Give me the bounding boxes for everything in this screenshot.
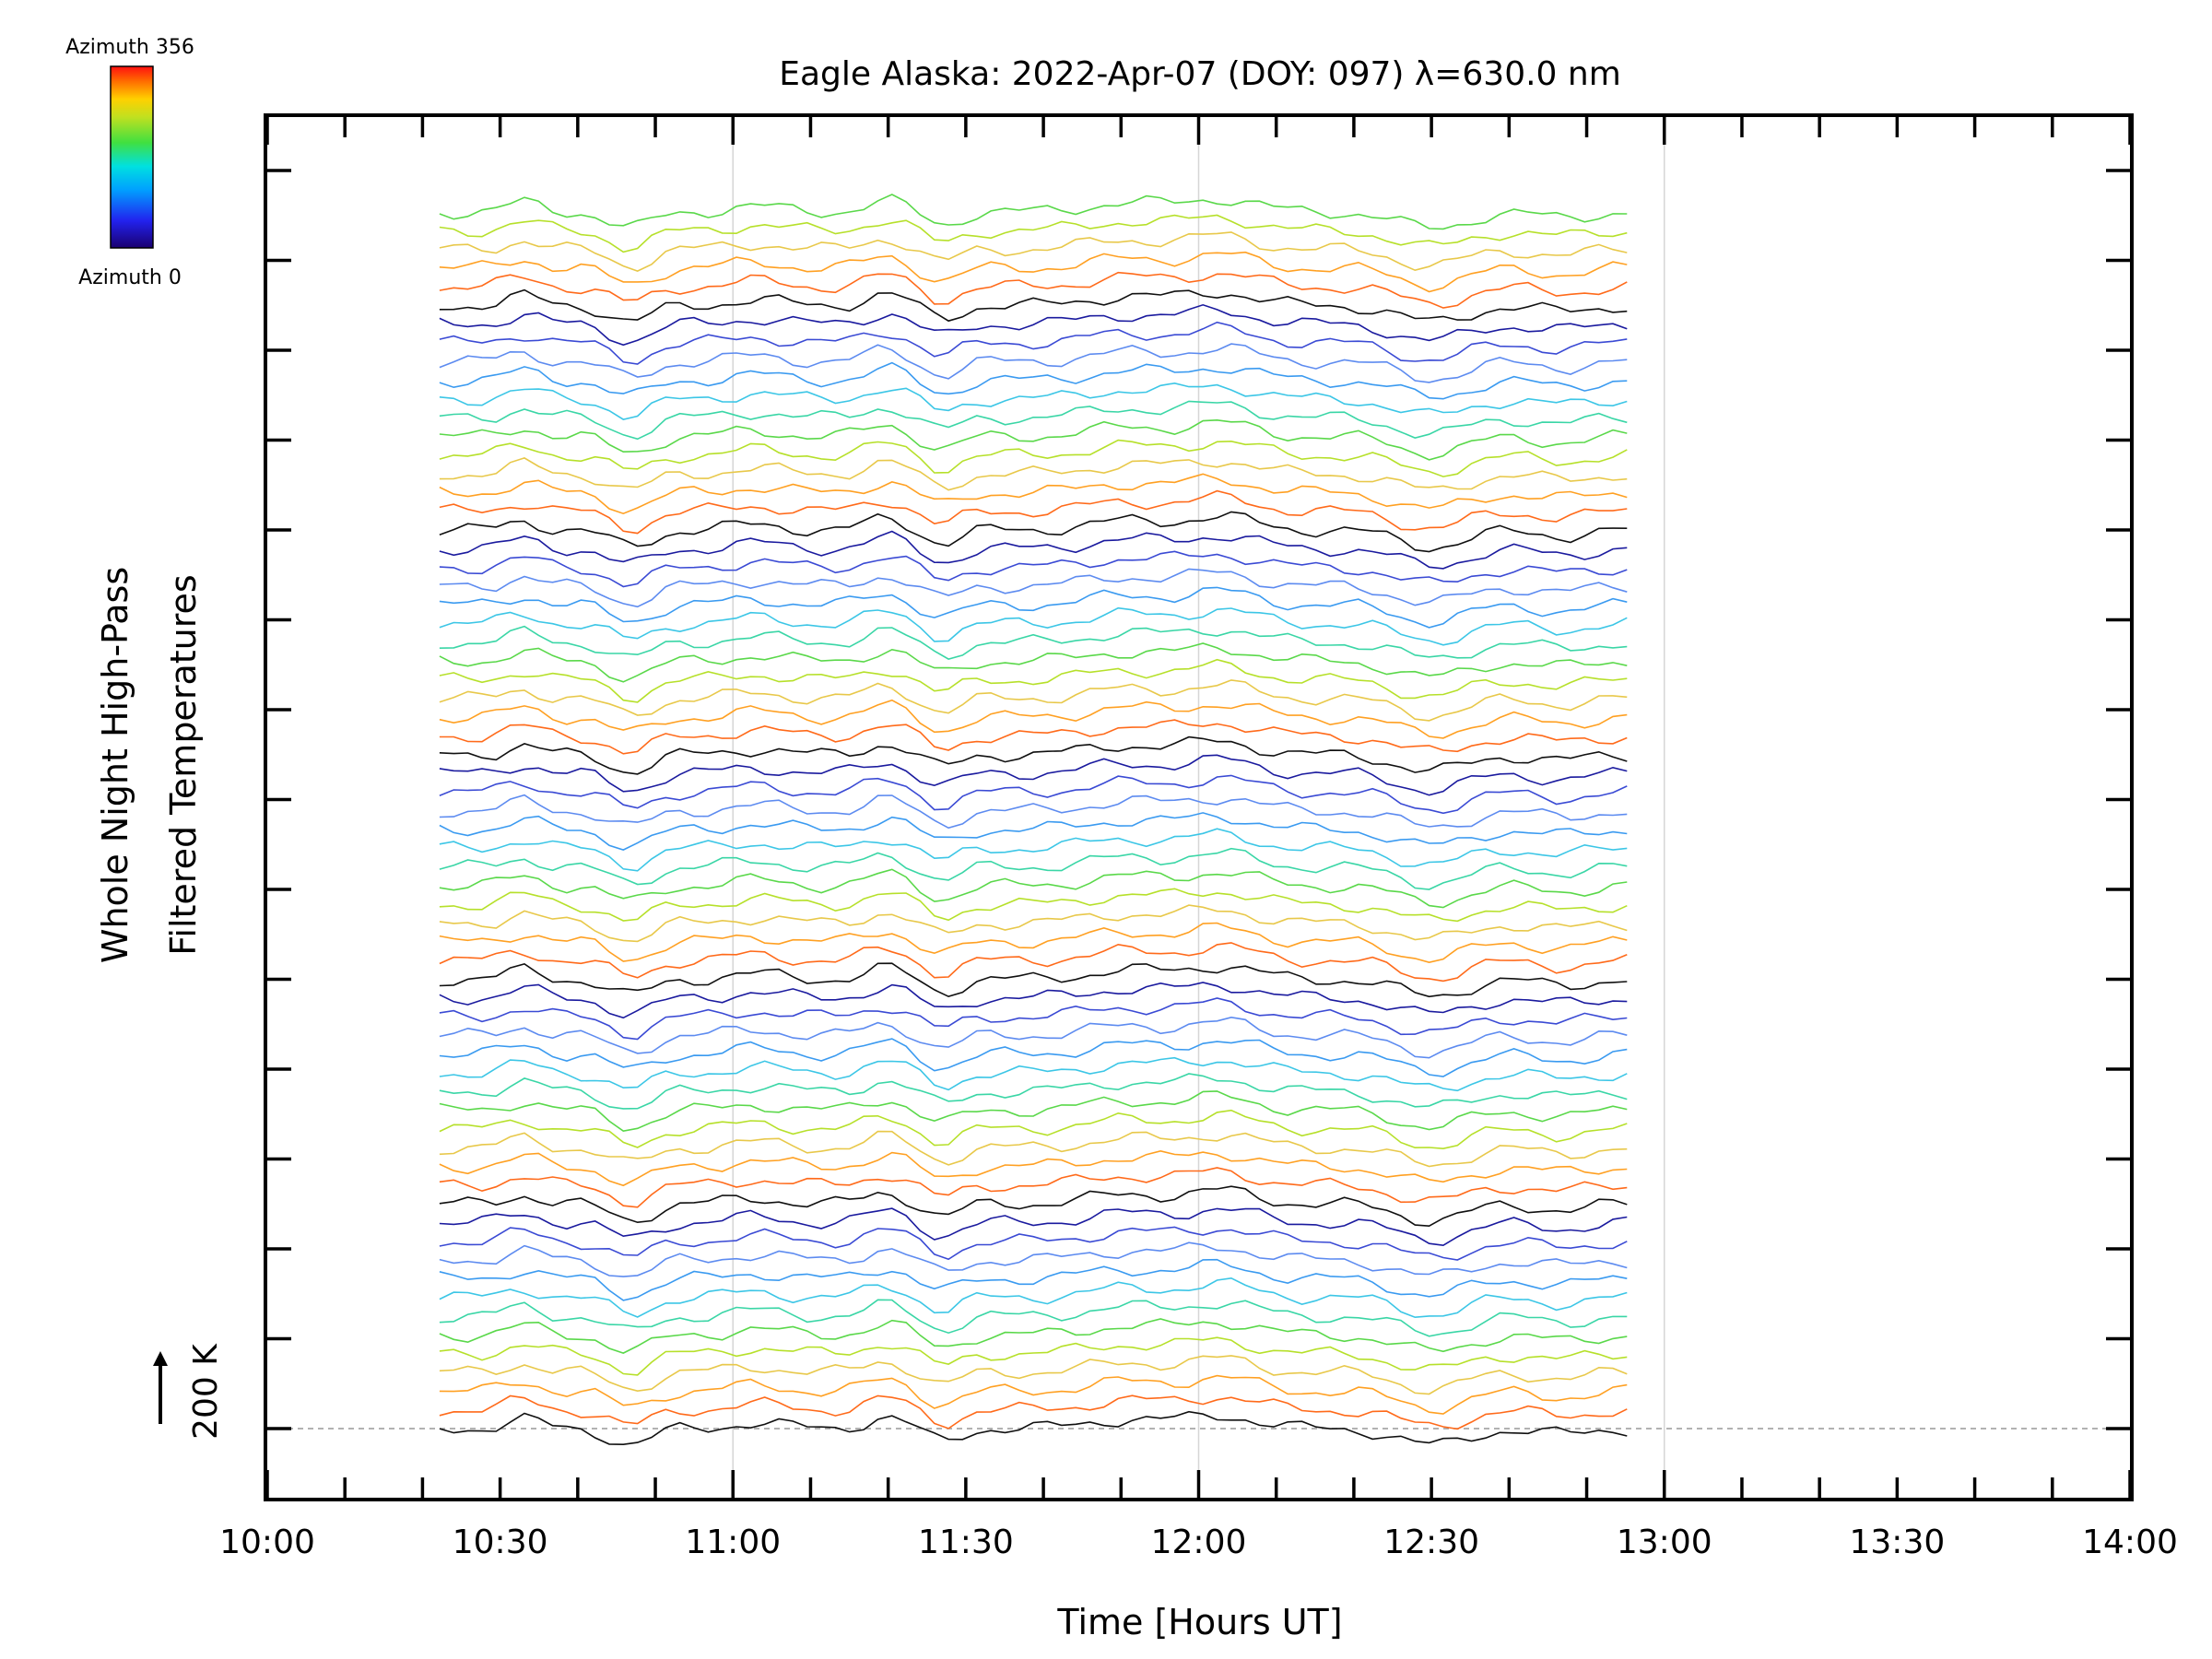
series-line — [439, 794, 1628, 830]
series-line — [439, 1167, 1628, 1208]
series-line — [439, 1056, 1628, 1092]
series-line — [439, 511, 1628, 553]
series-line — [439, 530, 1628, 570]
colorbar-top-label: Azimuth 356 — [65, 36, 194, 59]
x-tick-labels: 10:00 10:30 11:00 11:30 12:00 12:30 13:00 13:30… — [219, 1524, 2178, 1561]
series-line — [439, 658, 1628, 703]
x-tick-label: 14:00 — [2082, 1524, 2178, 1561]
series-line — [439, 418, 1628, 461]
series-line — [439, 303, 1628, 347]
series-line — [439, 606, 1628, 646]
colorbar-gradient — [110, 65, 154, 249]
series-line — [439, 1226, 1628, 1261]
series-line — [439, 1410, 1628, 1446]
colorbar-bottom-label: Azimuth 0 — [78, 266, 182, 289]
series-line — [439, 489, 1628, 535]
series-line — [439, 997, 1628, 1041]
series-line — [439, 271, 1628, 309]
series-line — [439, 719, 1628, 755]
series-line — [439, 847, 1628, 890]
x-axis-label: Time [Hours UT] — [1056, 1602, 1342, 1642]
series-line — [439, 321, 1628, 365]
series-line — [439, 1355, 1628, 1395]
series-line — [439, 754, 1628, 796]
x-tick-label: 12:30 — [1383, 1524, 1479, 1561]
series-line — [439, 942, 1628, 982]
gridlines — [732, 117, 1665, 1498]
series-line — [439, 828, 1628, 872]
series-line — [439, 473, 1628, 515]
series-line — [439, 1016, 1628, 1059]
series-line — [439, 1130, 1628, 1168]
series-line — [439, 361, 1628, 400]
series-line — [439, 382, 1628, 420]
series-line — [439, 812, 1628, 851]
x-tick-label: 11:30 — [918, 1524, 1014, 1561]
scale-arrow-head — [153, 1351, 168, 1366]
colorbar: Azimuth 356 Azimuth 0 — [65, 36, 194, 289]
series-line — [439, 962, 1628, 998]
series-line — [439, 568, 1628, 608]
x-tick-label: 12:00 — [1151, 1524, 1247, 1561]
series-line — [439, 1336, 1628, 1376]
x-tick-label: 13:30 — [1850, 1524, 1946, 1561]
x-tick-label: 10:00 — [219, 1524, 315, 1561]
axis-ticks — [265, 117, 2132, 1498]
series-line — [439, 679, 1628, 722]
series-line — [439, 1038, 1628, 1077]
series-line — [439, 868, 1628, 909]
series-line — [439, 550, 1628, 588]
series-line — [439, 1149, 1628, 1187]
series-line — [439, 1318, 1628, 1354]
series-line — [439, 1090, 1628, 1132]
series-layer — [439, 194, 1628, 1446]
series-line — [439, 1277, 1628, 1319]
series-line — [439, 343, 1628, 383]
series-line — [439, 625, 1628, 660]
series-line — [439, 1241, 1628, 1277]
series-line — [439, 439, 1628, 477]
series-line — [439, 982, 1628, 1019]
series-line — [439, 1073, 1628, 1110]
series-line — [439, 1394, 1628, 1430]
y-axis-label-line1: Whole Night High-Pass — [95, 567, 135, 963]
series-line — [439, 1185, 1628, 1228]
series-line — [439, 735, 1628, 775]
chart-title: Eagle Alaska: 2022-Apr-07 (DOY: 097) λ=6… — [779, 55, 1621, 93]
series-line — [439, 1374, 1628, 1415]
series-line — [439, 288, 1628, 323]
scale-bar: 200 K — [153, 1343, 225, 1440]
series-line — [439, 774, 1628, 815]
series-line — [439, 400, 1628, 441]
series-line — [439, 1109, 1628, 1150]
series-line — [439, 1207, 1628, 1247]
series-line — [439, 586, 1628, 629]
series-line — [439, 699, 1628, 739]
x-tick-label: 13:00 — [1617, 1524, 1712, 1561]
series-line — [439, 922, 1628, 964]
series-line — [439, 251, 1628, 293]
series-line — [439, 231, 1628, 272]
series-line — [439, 1299, 1628, 1337]
x-tick-label: 11:00 — [685, 1524, 781, 1561]
scale-label: 200 K — [187, 1343, 225, 1440]
series-line — [439, 194, 1628, 230]
series-line — [439, 457, 1628, 491]
series-line — [439, 904, 1628, 943]
series-line — [439, 888, 1628, 923]
y-axis-label-line2: Filtered Temperatures — [163, 574, 204, 955]
series-line — [439, 214, 1628, 253]
series-line — [439, 642, 1628, 683]
series-line — [439, 1258, 1628, 1301]
x-tick-label: 10:30 — [453, 1524, 548, 1561]
plot-frame — [264, 113, 2134, 1501]
